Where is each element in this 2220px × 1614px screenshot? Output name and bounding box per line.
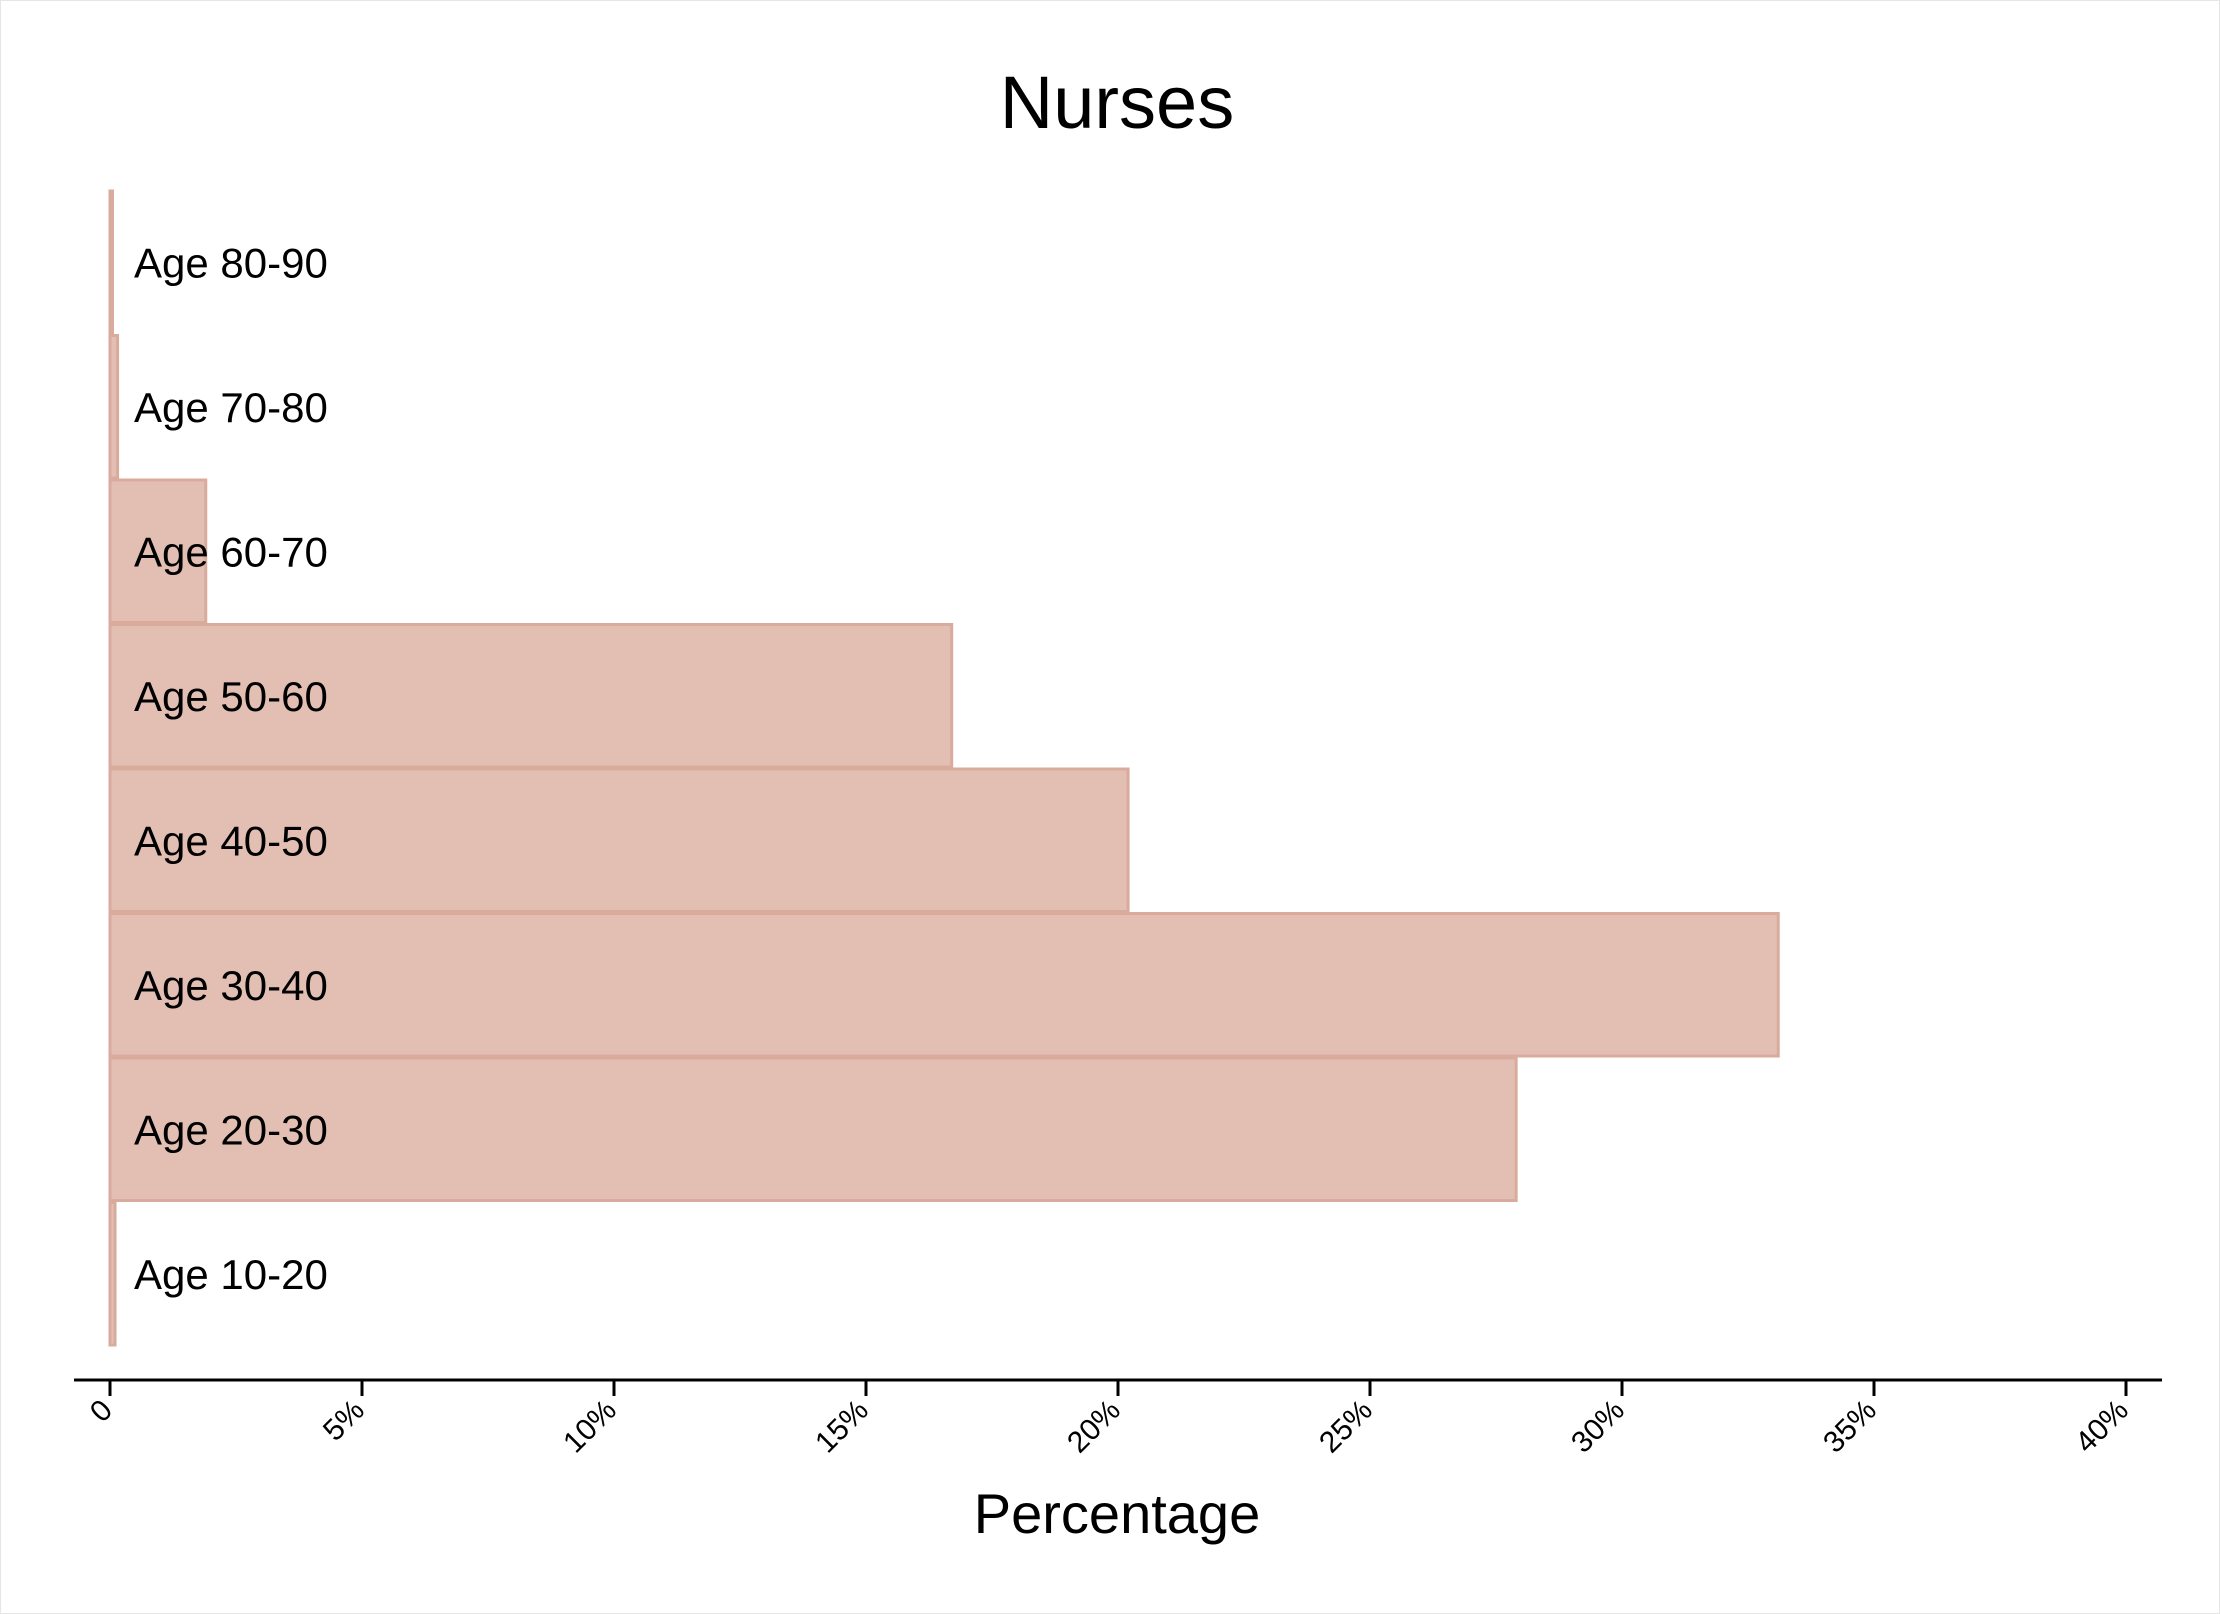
category-label: Age 20-30 [134, 1106, 328, 1153]
x-tick-label: 20% [1061, 1394, 1127, 1460]
bar-age-20-30 [108, 1056, 1518, 1202]
category-label: Age 40-50 [134, 817, 328, 864]
category-label: Age 60-70 [134, 528, 328, 575]
x-axis-label: Percentage [974, 1482, 1260, 1545]
x-tick-label: 10% [557, 1394, 623, 1460]
bar-age-30-40 [108, 912, 1780, 1058]
bars-group [108, 189, 1780, 1347]
bar-age-70-80 [108, 334, 120, 480]
x-ticks-group: 0 5% 10% 15% 20% 25% 30% 35% 40% [84, 1380, 2135, 1459]
bar-age-50-60 [108, 623, 954, 769]
x-tick-label: 25% [1313, 1394, 1379, 1460]
x-tick-label: 5% [317, 1394, 371, 1448]
bar-age-10-20 [108, 1201, 117, 1347]
x-tick-label: 35% [1817, 1394, 1883, 1460]
bar-age-60-70 [108, 478, 208, 624]
bar-age-40-50 [108, 767, 1130, 913]
x-tick-label: 15% [809, 1394, 875, 1460]
bar-age-80-90 [108, 189, 115, 335]
category-label: Age 50-60 [134, 673, 328, 720]
category-label: Age 80-90 [134, 239, 328, 286]
x-tick-label: 0 [84, 1394, 119, 1429]
category-label: Age 10-20 [134, 1251, 328, 1298]
x-tick-label: 30% [1565, 1394, 1631, 1460]
x-tick-label: 40% [2069, 1394, 2135, 1460]
category-label: Age 30-40 [134, 962, 328, 1009]
chart-title: Nurses [1000, 61, 1234, 144]
category-label: Age 70-80 [134, 384, 328, 431]
category-labels-group: Age 10-20 Age 20-30 Age 30-40 Age 40-50 Age … [134, 239, 328, 1298]
